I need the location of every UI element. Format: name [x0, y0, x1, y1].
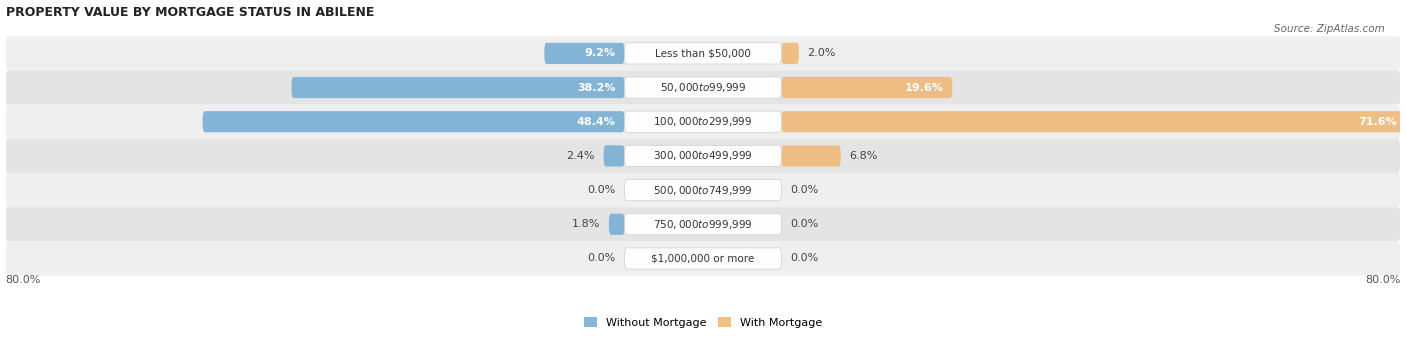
- Text: 0.0%: 0.0%: [588, 185, 616, 195]
- FancyBboxPatch shape: [782, 145, 841, 167]
- FancyBboxPatch shape: [6, 105, 1400, 139]
- FancyBboxPatch shape: [6, 173, 1400, 207]
- Text: Source: ZipAtlas.com: Source: ZipAtlas.com: [1274, 24, 1385, 34]
- Text: PROPERTY VALUE BY MORTGAGE STATUS IN ABILENE: PROPERTY VALUE BY MORTGAGE STATUS IN ABI…: [6, 5, 374, 19]
- Text: 0.0%: 0.0%: [790, 254, 818, 264]
- Text: $300,000 to $499,999: $300,000 to $499,999: [654, 149, 752, 163]
- Text: 2.0%: 2.0%: [807, 48, 837, 58]
- FancyBboxPatch shape: [624, 214, 782, 235]
- FancyBboxPatch shape: [6, 70, 1400, 105]
- Text: $1,000,000 or more: $1,000,000 or more: [651, 254, 755, 264]
- Text: 0.0%: 0.0%: [790, 219, 818, 229]
- FancyBboxPatch shape: [782, 43, 799, 64]
- FancyBboxPatch shape: [624, 77, 782, 98]
- FancyBboxPatch shape: [624, 180, 782, 201]
- FancyBboxPatch shape: [6, 139, 1400, 173]
- Text: $100,000 to $299,999: $100,000 to $299,999: [654, 115, 752, 128]
- FancyBboxPatch shape: [782, 111, 1406, 132]
- Text: $500,000 to $749,999: $500,000 to $749,999: [654, 184, 752, 197]
- Text: 48.4%: 48.4%: [576, 117, 616, 127]
- FancyBboxPatch shape: [202, 111, 624, 132]
- FancyBboxPatch shape: [782, 77, 952, 98]
- FancyBboxPatch shape: [6, 207, 1400, 241]
- FancyBboxPatch shape: [603, 145, 624, 167]
- Text: 19.6%: 19.6%: [904, 83, 943, 92]
- Text: 6.8%: 6.8%: [849, 151, 877, 161]
- FancyBboxPatch shape: [6, 241, 1400, 275]
- FancyBboxPatch shape: [6, 36, 1400, 70]
- Legend: Without Mortgage, With Mortgage: Without Mortgage, With Mortgage: [579, 313, 827, 333]
- FancyBboxPatch shape: [624, 111, 782, 132]
- Text: 2.4%: 2.4%: [567, 151, 595, 161]
- FancyBboxPatch shape: [609, 214, 624, 235]
- Text: 80.0%: 80.0%: [1365, 275, 1400, 285]
- Text: 9.2%: 9.2%: [585, 48, 616, 58]
- Text: $50,000 to $99,999: $50,000 to $99,999: [659, 81, 747, 94]
- FancyBboxPatch shape: [624, 248, 782, 269]
- FancyBboxPatch shape: [624, 43, 782, 64]
- Text: $750,000 to $999,999: $750,000 to $999,999: [654, 218, 752, 231]
- Text: 0.0%: 0.0%: [790, 185, 818, 195]
- FancyBboxPatch shape: [291, 77, 624, 98]
- Text: 71.6%: 71.6%: [1358, 117, 1398, 127]
- Text: 0.0%: 0.0%: [588, 254, 616, 264]
- Text: 1.8%: 1.8%: [572, 219, 600, 229]
- Text: Less than $50,000: Less than $50,000: [655, 48, 751, 58]
- Text: 38.2%: 38.2%: [578, 83, 616, 92]
- FancyBboxPatch shape: [544, 43, 624, 64]
- FancyBboxPatch shape: [624, 145, 782, 167]
- Text: 80.0%: 80.0%: [6, 275, 41, 285]
